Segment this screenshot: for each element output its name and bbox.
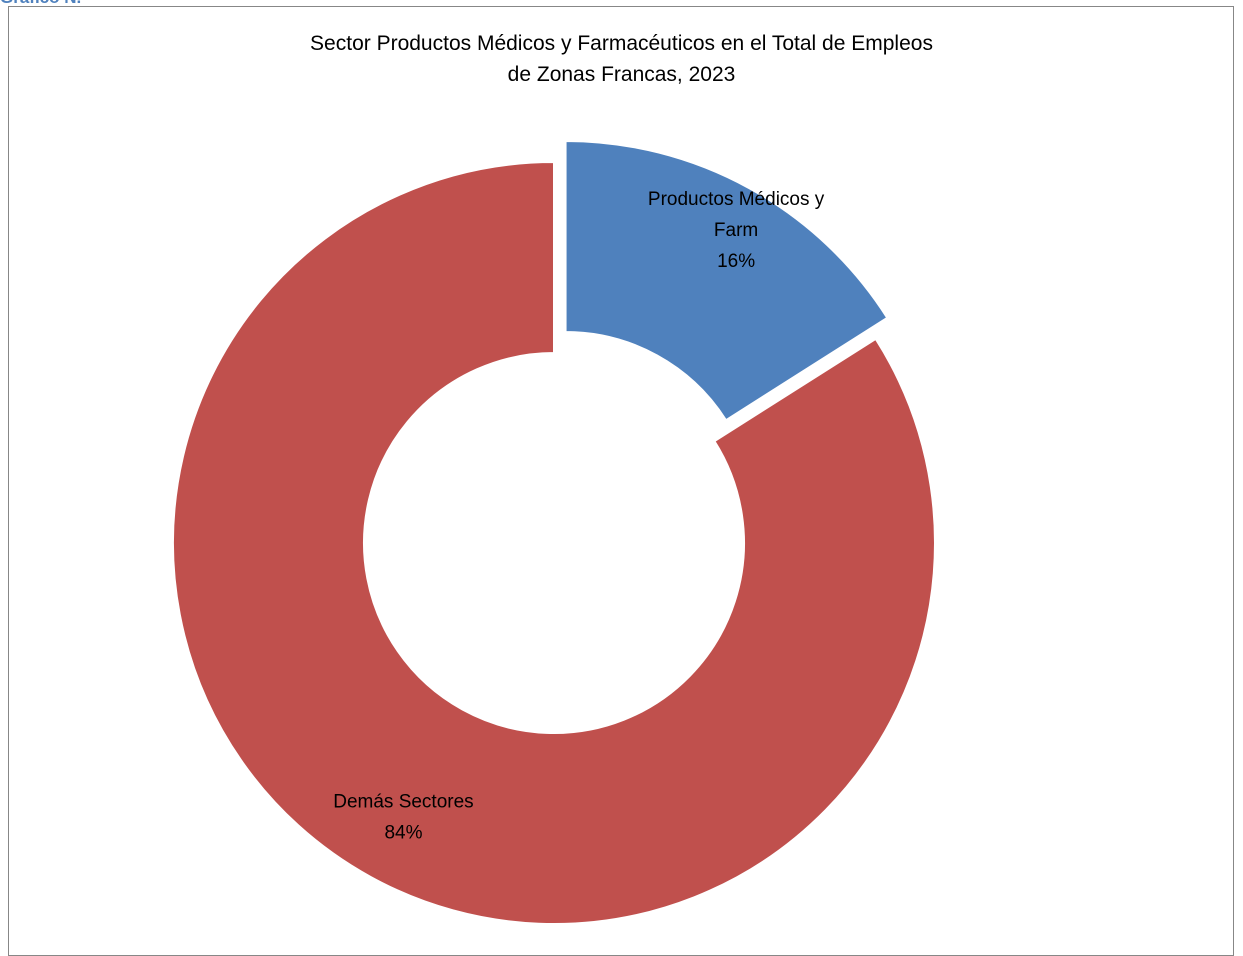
slice-0 [564,139,889,422]
chart-title-line-1: Sector Productos Médicos y Farmacéuticos… [310,32,933,55]
chart-caption-fragment: Gráfico N. [0,0,81,8]
slice-category-label: Demás Sectores [333,791,473,812]
slice-label-1: Demás Sectores 84% [333,791,473,843]
slice-category-label: Farm [714,220,758,241]
chart-title-line-2: de Zonas Francas, 2023 [507,63,736,86]
chart-title: Sector Productos Médicos y Farmacéuticos… [0,28,1243,90]
slice-label-0: Productos Médicos y Farm 16% [648,189,825,272]
slice-percent-label: 84% [384,822,422,843]
slice-category-label: Productos Médicos y [648,189,825,210]
slice-percent-label: 16% [717,251,755,272]
slice-1 [172,160,936,925]
